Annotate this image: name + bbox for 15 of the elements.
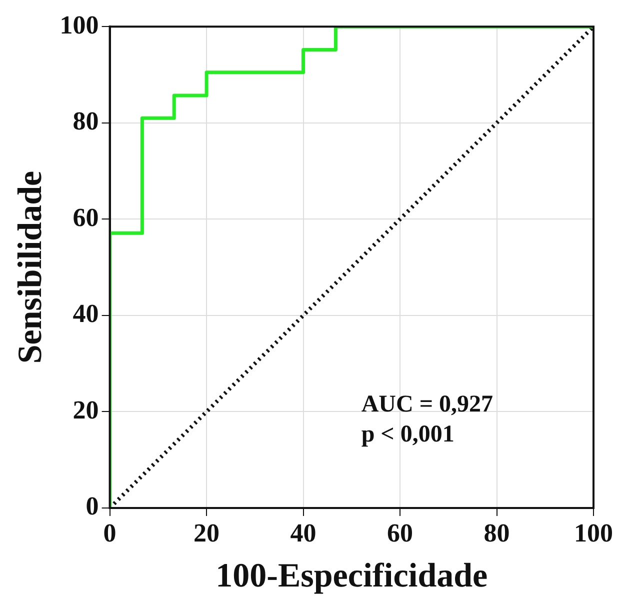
y-tick-label: 20	[72, 395, 99, 424]
y-tick-label: 0	[86, 492, 99, 521]
annotation: AUC = 0,927	[361, 392, 493, 418]
x-tick-label: 80	[484, 518, 510, 548]
y-axis-title: Sensibilidade	[12, 170, 50, 364]
y-tick-label: 100	[60, 10, 99, 40]
y-tick-label: 80	[72, 106, 99, 136]
y-tick-label: 60	[72, 202, 99, 232]
x-tick-label: 20	[194, 518, 220, 548]
x-tick-label: 40	[290, 518, 316, 548]
x-tick-label: 60	[387, 518, 414, 548]
annotation: p < 0,001	[361, 422, 454, 448]
x-tick-label: 100	[574, 518, 613, 548]
x-axis-title: 100-Especificidade	[216, 557, 488, 594]
y-tick-label: 40	[72, 299, 99, 328]
